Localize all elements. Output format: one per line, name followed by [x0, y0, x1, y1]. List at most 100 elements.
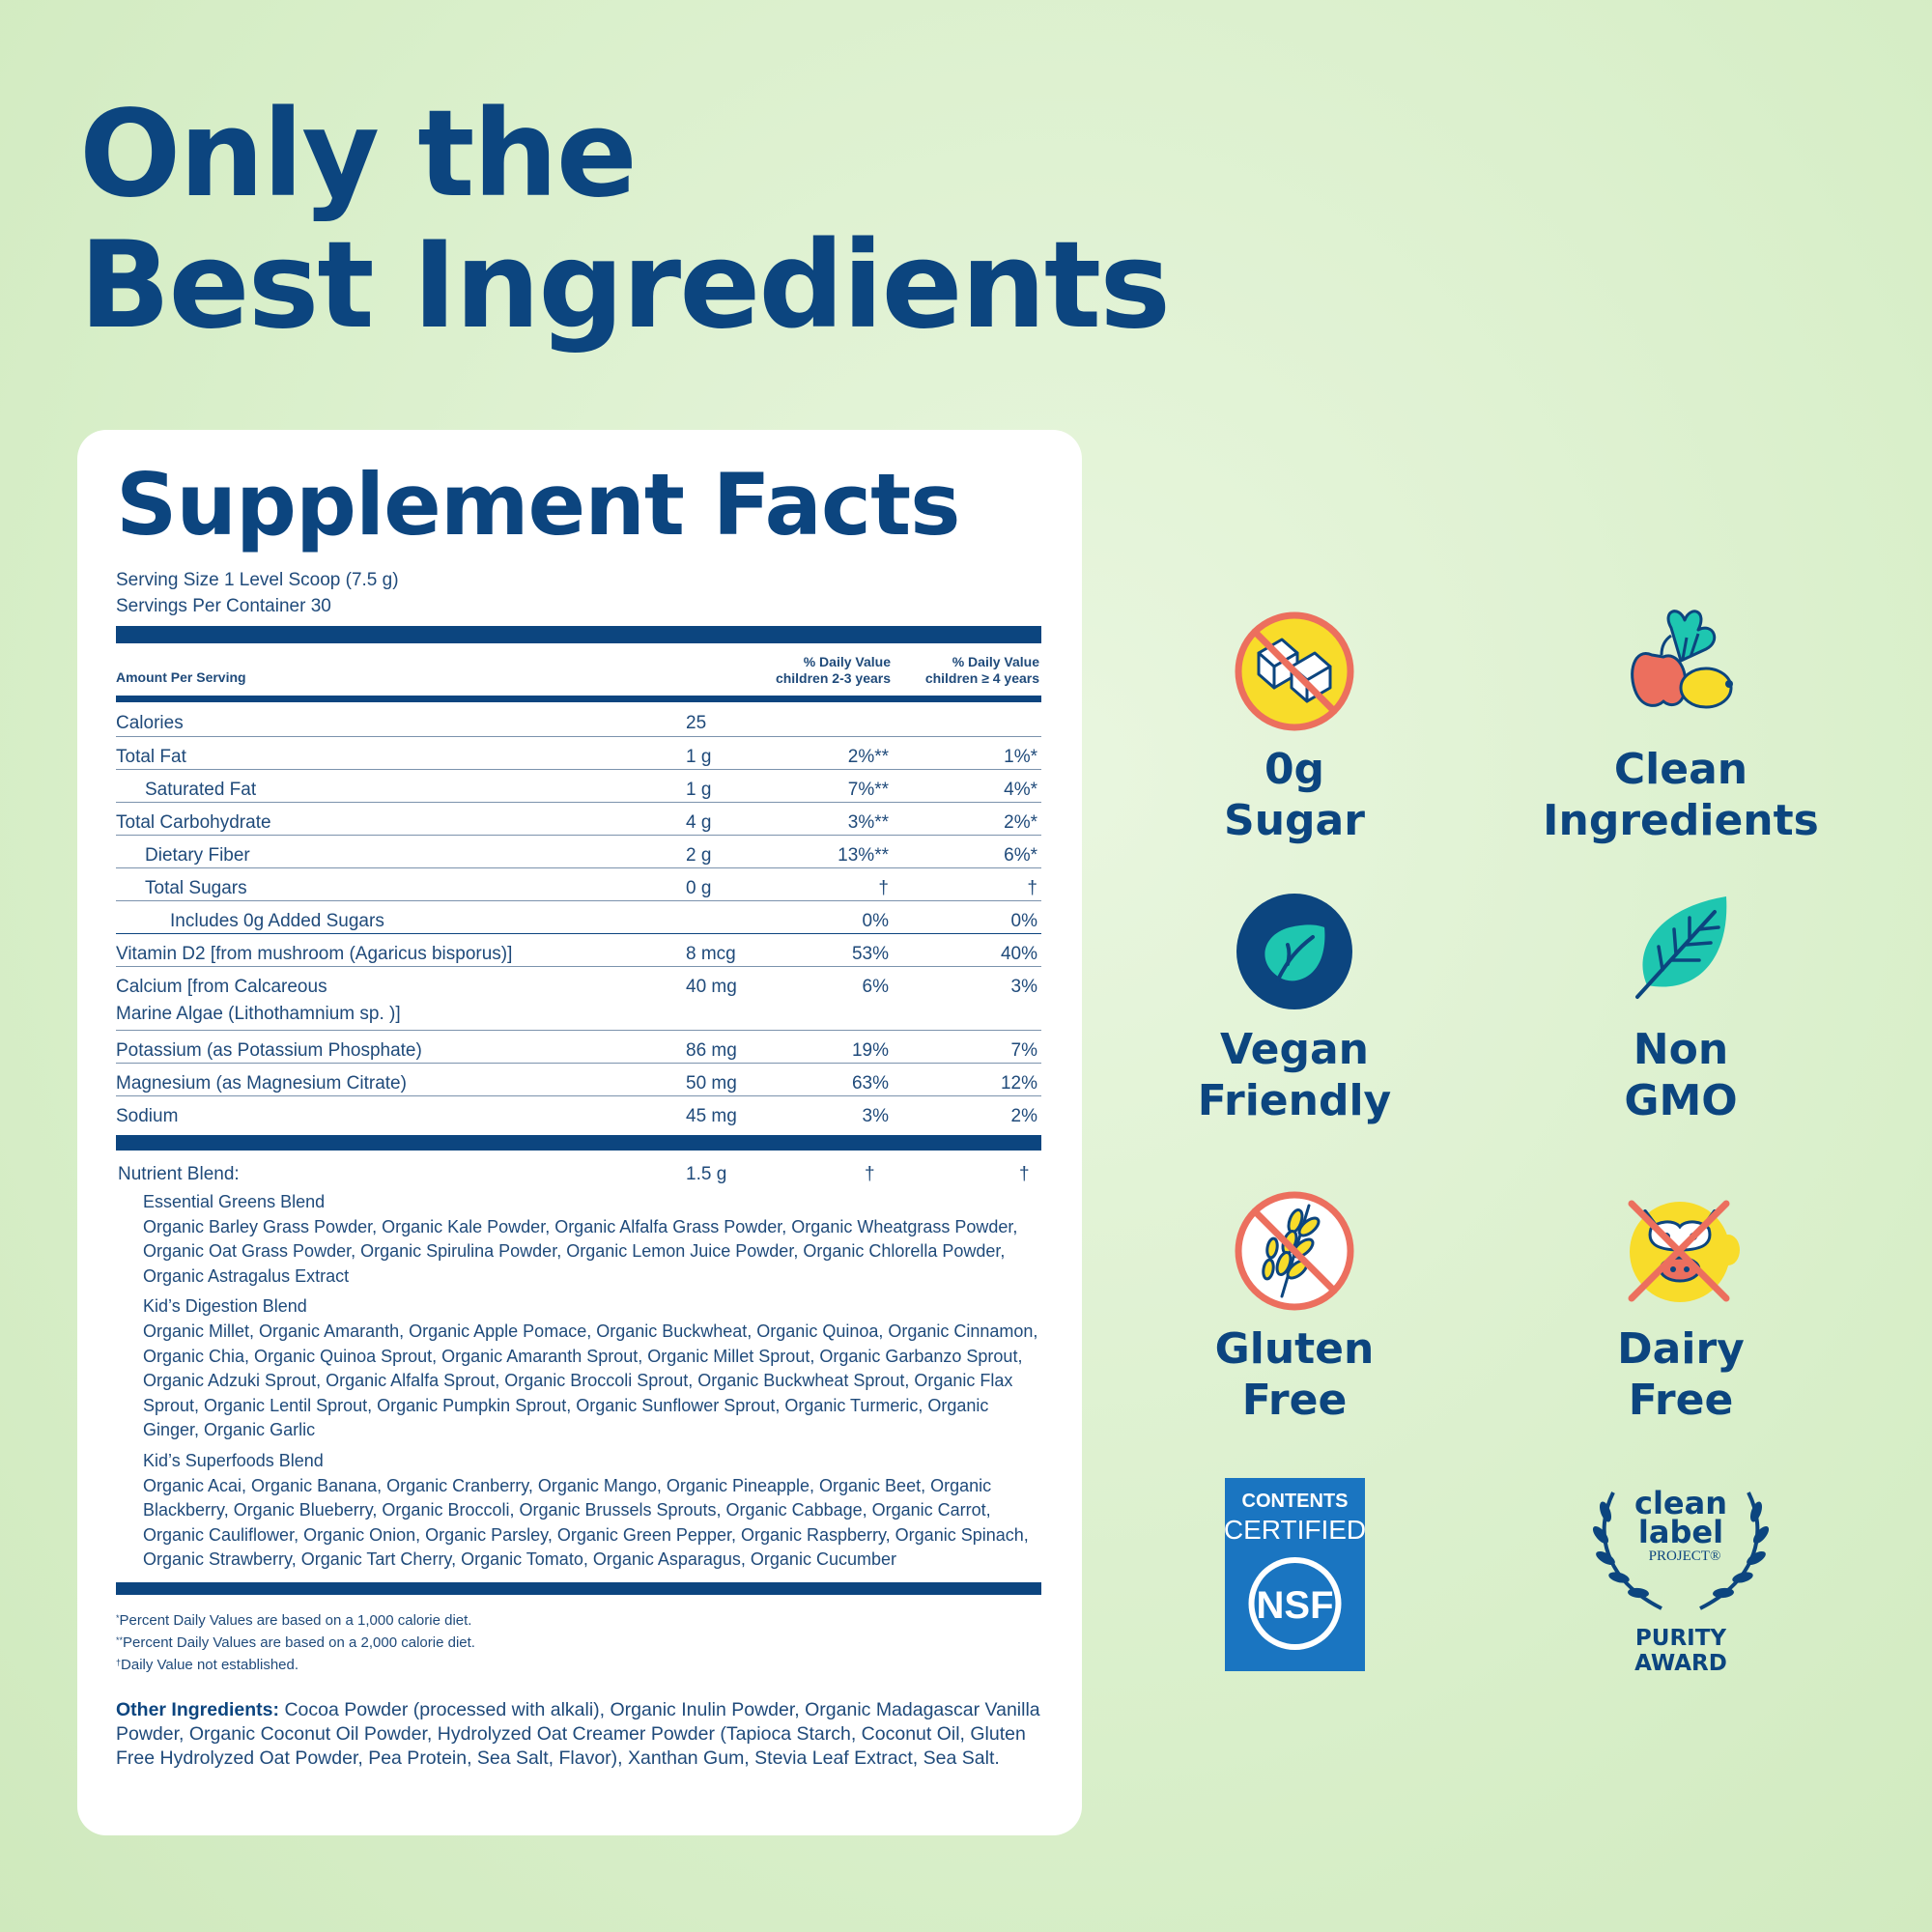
- nutrient-blend-dv2: †: [1019, 1164, 1030, 1184]
- nutrient-row-calories: Calories 25: [116, 703, 1041, 736]
- nutrient-dv2: 1%*: [1004, 747, 1037, 767]
- badge-line1: Non: [1633, 1025, 1729, 1074]
- clean-label-line3: PROJECT®: [1649, 1548, 1721, 1564]
- produce-icon: [1631, 610, 1733, 709]
- thick-divider: [116, 626, 1041, 643]
- badge-line2: Free: [1241, 1376, 1348, 1425]
- nutrient-amount: 0 g: [686, 878, 712, 898]
- nutrient-dv1: †: [878, 878, 889, 898]
- blend-group-essential-greens: Essential Greens Blend Organic Barley Gr…: [143, 1190, 1041, 1289]
- badge-line2: Ingredients: [1543, 796, 1819, 845]
- nutrient-dv2: 6%*: [1004, 845, 1037, 866]
- nutrient-amount: 40 mg: [686, 977, 737, 997]
- no-sugar-icon: [1235, 611, 1354, 731]
- badge-line2: Free: [1628, 1376, 1734, 1425]
- nutrient-name: Includes 0g Added Sugars: [170, 911, 384, 931]
- blend-group-ingredients: Organic Millet, Organic Amaranth, Organi…: [143, 1321, 1038, 1440]
- nutrient-row-magnesium: Magnesium (as Magnesium Citrate) 50 mg 6…: [116, 1063, 1041, 1095]
- nutrient-dv2: 12%: [1000, 1073, 1037, 1094]
- nutrient-dv2: †: [1027, 878, 1037, 898]
- serving-size: Serving Size 1 Level Scoop (7.5 g): [116, 570, 399, 590]
- laurel-wreath-icon: clean label PROJECT® PURITY AWARD: [1592, 1485, 1770, 1676]
- badge-0g-sugar: 0g Sugar: [1150, 609, 1439, 846]
- vegan-leaf-icon: [1236, 894, 1352, 1009]
- badge-label: Vegan Friendly: [1150, 1024, 1439, 1126]
- supplement-facts-card: Supplement Facts Serving Size 1 Level Sc…: [77, 430, 1082, 1835]
- nutrient-row-sodium: Sodium 45 mg 3% 2%: [116, 1095, 1041, 1128]
- badge-line1: Gluten: [1214, 1324, 1375, 1374]
- nutrient-name: Potassium (as Potassium Phosphate): [116, 1040, 422, 1061]
- supplement-facts-title: Supplement Facts: [116, 455, 961, 554]
- badge-clean-ingredients: Clean Ingredients: [1536, 599, 1826, 846]
- other-ingredients-text: Cocoa Powder (processed with alkali), Or…: [116, 1699, 1040, 1769]
- badge-label: Dairy Free: [1536, 1323, 1826, 1426]
- footnote-2: **Percent Daily Values are based on a 2,…: [116, 1631, 475, 1653]
- nutrient-amount: 2 g: [686, 845, 712, 866]
- nutrient-name: Calcium [from Calcareous Marine Algae (L…: [116, 974, 401, 1028]
- clean-label-line2: label: [1638, 1514, 1723, 1550]
- nutrient-dv2: 2%: [1010, 1106, 1037, 1126]
- badge-gluten-free: Gluten Free: [1150, 1188, 1439, 1426]
- nutrient-name: Dietary Fiber: [145, 845, 250, 866]
- badge-label: Gluten Free: [1150, 1323, 1439, 1426]
- servings-per-container: Servings Per Container 30: [116, 596, 331, 616]
- nutrient-row-dietary-fiber: Dietary Fiber 2 g 13%** 6%*: [116, 835, 1041, 867]
- badge-vegan-friendly: Vegan Friendly: [1150, 889, 1439, 1126]
- clean-label-line1: clean: [1634, 1485, 1727, 1521]
- nutrient-name: Total Fat: [116, 747, 186, 767]
- dv1-header-line2: children 2-3 years: [775, 670, 891, 686]
- nutrient-dv1: 63%: [851, 1073, 889, 1094]
- footnote-text: Percent Daily Values are based on a 2,00…: [123, 1634, 475, 1651]
- nutrient-amount: 25: [686, 713, 707, 733]
- nsf-logo-icon: CONTENTS CERTIFIED NSF: [1224, 1478, 1366, 1671]
- badge-line2: Friendly: [1197, 1076, 1392, 1125]
- nutrient-name: Magnesium (as Magnesium Citrate): [116, 1073, 407, 1094]
- thick-divider: [116, 1582, 1041, 1595]
- nutrient-amount: 50 mg: [686, 1073, 737, 1094]
- nutrient-amount: 1 g: [686, 747, 712, 767]
- nutrient-name: Vitamin D2 [from mushroom (Agaricus bisp…: [116, 944, 513, 964]
- nutrient-amount: 8 mcg: [686, 944, 736, 964]
- nutrient-dv2: 7%: [1010, 1040, 1037, 1061]
- footnote-mark: **: [116, 1635, 124, 1645]
- headline-line-1: Only the: [79, 85, 638, 224]
- nsf-logo-text: NSF: [1257, 1584, 1334, 1627]
- nutrient-amount: 4 g: [686, 812, 712, 833]
- amount-per-serving-header: Amount Per Serving: [116, 669, 246, 685]
- badge-line1: Dairy: [1617, 1324, 1745, 1374]
- badge-line2: Sugar: [1224, 796, 1365, 845]
- blend-group-name: Kid’s Superfoods Blend: [143, 1450, 324, 1470]
- footnote-3: †Daily Value not established.: [116, 1653, 475, 1675]
- nutrient-row-total-fat: Total Fat 1 g 2%** 1%*: [116, 736, 1041, 769]
- dv2-header-line1: % Daily Value: [952, 654, 1039, 669]
- nutrient-name: Calories: [116, 713, 184, 733]
- serving-info: Serving Size 1 Level Scoop (7.5 g) Servi…: [116, 567, 399, 619]
- dv1-header-line1: % Daily Value: [803, 654, 891, 669]
- blend-group-ingredients: Organic Barley Grass Powder, Organic Kal…: [143, 1216, 1018, 1286]
- blend-group-ingredients: Organic Acai, Organic Banana, Organic Cr…: [143, 1475, 1029, 1570]
- footnotes: *Percent Daily Values are based on a 1,0…: [116, 1608, 475, 1675]
- nutrient-dv1: 19%: [851, 1040, 889, 1061]
- nsf-line2: CERTIFIED: [1225, 1515, 1365, 1545]
- nutrient-blend-amount: 1.5 g: [686, 1164, 727, 1184]
- nutrient-dv1: 2%**: [847, 747, 889, 767]
- nutrient-dv2: 4%*: [1004, 780, 1037, 800]
- nutrient-row-saturated-fat: Saturated Fat 1 g 7%** 4%*: [116, 769, 1041, 802]
- nutrient-dv1: 3%: [862, 1106, 889, 1126]
- nutrient-name: Total Carbohydrate: [116, 812, 271, 833]
- headline-line-2: Best Ingredients: [79, 216, 1171, 355]
- badge-line2: GMO: [1624, 1076, 1738, 1125]
- calcium-name-line2: Marine Algae (Lithothamnium sp. )]: [116, 1004, 401, 1024]
- badge-dairy-free: Dairy Free: [1536, 1188, 1826, 1426]
- nutrient-amount: 45 mg: [686, 1106, 737, 1126]
- nutrient-dv2: 40%: [1000, 944, 1037, 964]
- nutrient-dv2: 2%*: [1004, 812, 1037, 833]
- no-dairy-icon: [1628, 1200, 1740, 1302]
- nutrient-amount: 1 g: [686, 780, 712, 800]
- dv2-header-line2: children ≥ 4 years: [924, 670, 1039, 686]
- dv-header-children-4-plus: % Daily Value children ≥ 4 years: [925, 654, 1039, 687]
- nutrient-blend-dv1: †: [865, 1164, 875, 1184]
- nutrient-row-total-sugars: Total Sugars 0 g † †: [116, 867, 1041, 900]
- footnote-1: *Percent Daily Values are based on a 1,0…: [116, 1608, 475, 1631]
- badge-line1: 0g: [1264, 745, 1325, 794]
